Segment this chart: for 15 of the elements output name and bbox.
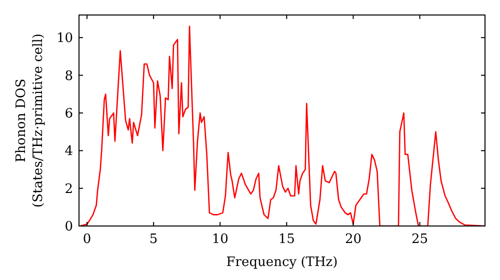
line-series bbox=[80, 26, 485, 226]
y-tick-label: 2 bbox=[64, 182, 73, 197]
y-axis-title: Phonon DOS (States/THz·primitive cell) bbox=[14, 33, 46, 208]
x-tick-label: 10 bbox=[212, 232, 228, 247]
y-tick-label: 6 bbox=[64, 106, 73, 122]
x-tick-label: 0 bbox=[82, 232, 92, 247]
x-axis-title: Frequency (THz) bbox=[226, 255, 338, 270]
y-tick-label: 0 bbox=[64, 220, 73, 235]
x-tick-label: 15 bbox=[278, 232, 295, 247]
y-tick-label: 4 bbox=[64, 144, 73, 160]
x-tick-label: 20 bbox=[344, 232, 362, 247]
x-tick-label: 5 bbox=[149, 232, 158, 247]
y-tick-label: 8 bbox=[64, 68, 73, 84]
y-tick-label: 10 bbox=[56, 31, 73, 46]
x-tick-label: 25 bbox=[412, 232, 428, 247]
